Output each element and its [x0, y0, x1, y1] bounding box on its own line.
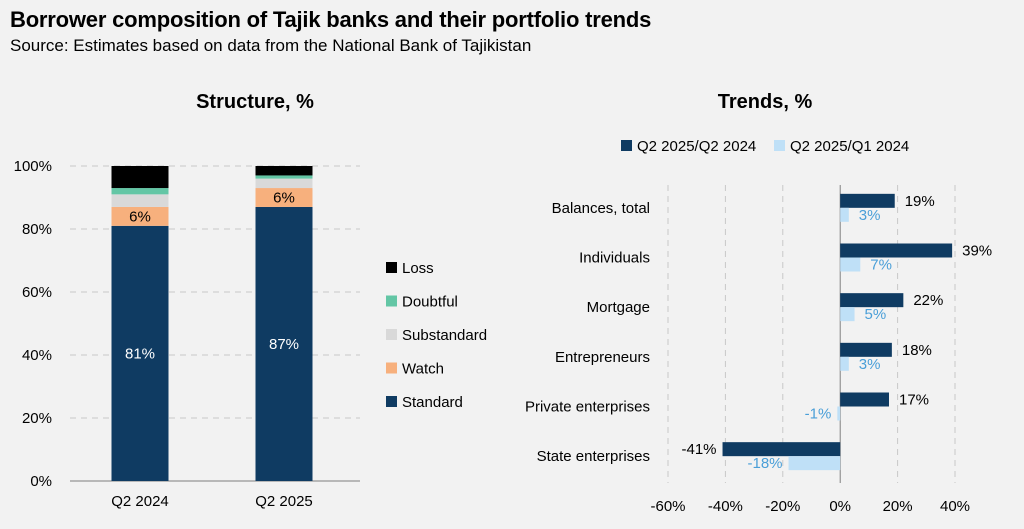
category-label: Individuals [579, 250, 650, 267]
data-label: -41% [681, 441, 716, 458]
y-tick-label: 0% [30, 473, 52, 490]
bar-yoy [722, 442, 841, 457]
data-label: 18% [902, 342, 932, 359]
x-tick-label: 40% [940, 498, 970, 515]
bar-segment-watch [255, 188, 313, 207]
bar-qoq [788, 456, 841, 471]
category-label: State enterprises [537, 448, 650, 465]
x-tick-label: -40% [708, 498, 743, 515]
x-tick-label: -60% [650, 498, 685, 515]
data-label: 3% [859, 356, 881, 373]
bar-segment-doubtful [255, 175, 313, 179]
right-panel-title: Trends, % [718, 91, 813, 113]
data-label: 81% [125, 345, 155, 362]
bar-segment-loss [111, 166, 169, 189]
legend-swatch [386, 262, 397, 273]
category-label: Balances, total [552, 200, 650, 217]
data-label: -1% [805, 406, 832, 423]
data-label: 3% [859, 207, 881, 224]
chart-subtitle: Source: Estimates based on data from the… [10, 36, 532, 55]
legend-swatch [774, 140, 785, 151]
data-label: 7% [870, 257, 892, 274]
bar-qoq [840, 207, 849, 222]
legend-label: Q2 2025/Q2 2024 [637, 138, 756, 155]
data-label: 6% [129, 208, 151, 225]
data-label: 87% [269, 336, 299, 353]
legend-label: Standard [402, 394, 463, 411]
bar-yoy [840, 392, 889, 407]
legend-label: Doubtful [402, 294, 458, 311]
y-tick-label: 100% [14, 158, 52, 175]
data-label: 6% [273, 190, 295, 207]
y-tick-label: 80% [22, 221, 52, 238]
legend-label: Substandard [402, 327, 487, 344]
bar-qoq [840, 257, 861, 272]
bar-yoy [840, 293, 904, 308]
bar-segment-substandard [255, 178, 313, 189]
bar-yoy [840, 243, 953, 258]
data-label: 17% [899, 392, 929, 409]
data-label: 19% [905, 193, 935, 210]
bar-segment-doubtful [111, 188, 169, 195]
legend-swatch [386, 295, 397, 307]
legend-swatch [386, 362, 397, 374]
bar-segment-standard [111, 225, 169, 481]
bar-segment-substandard [111, 194, 169, 207]
x-tick-label: -20% [765, 498, 800, 515]
bar-qoq [840, 356, 849, 371]
bar-segment-loss [255, 166, 313, 176]
x-tick-label: Q2 2024 [111, 493, 169, 510]
legend-swatch [386, 396, 397, 407]
x-tick-label: 0% [829, 498, 851, 515]
legend-label: Loss [402, 260, 434, 277]
chart-title: Borrower composition of Tajik banks and … [10, 7, 652, 32]
data-label: 39% [962, 243, 992, 260]
data-label: 22% [913, 292, 943, 309]
y-tick-label: 40% [22, 347, 52, 364]
bar-segment-watch [111, 206, 169, 226]
category-label: Private enterprises [525, 399, 650, 416]
legend-label: Q2 2025/Q1 2024 [790, 138, 909, 155]
legend-label: Watch [402, 361, 444, 378]
data-label: -18% [748, 455, 783, 472]
bar-yoy [840, 193, 895, 208]
bar-segment-standard [255, 206, 313, 481]
y-tick-label: 60% [22, 284, 52, 301]
legend-swatch [386, 329, 397, 340]
legend-swatch [621, 140, 632, 151]
left-panel-title: Structure, % [196, 91, 314, 113]
category-label: Mortgage [587, 299, 650, 316]
x-tick-label: 20% [883, 498, 913, 515]
x-tick-label: Q2 2025 [255, 493, 313, 510]
category-label: Entrepreneurs [555, 349, 650, 366]
bar-qoq [837, 406, 841, 421]
bar-qoq [840, 307, 855, 322]
y-tick-label: 20% [22, 410, 52, 427]
data-label: 5% [865, 306, 887, 323]
bar-yoy [840, 342, 892, 357]
